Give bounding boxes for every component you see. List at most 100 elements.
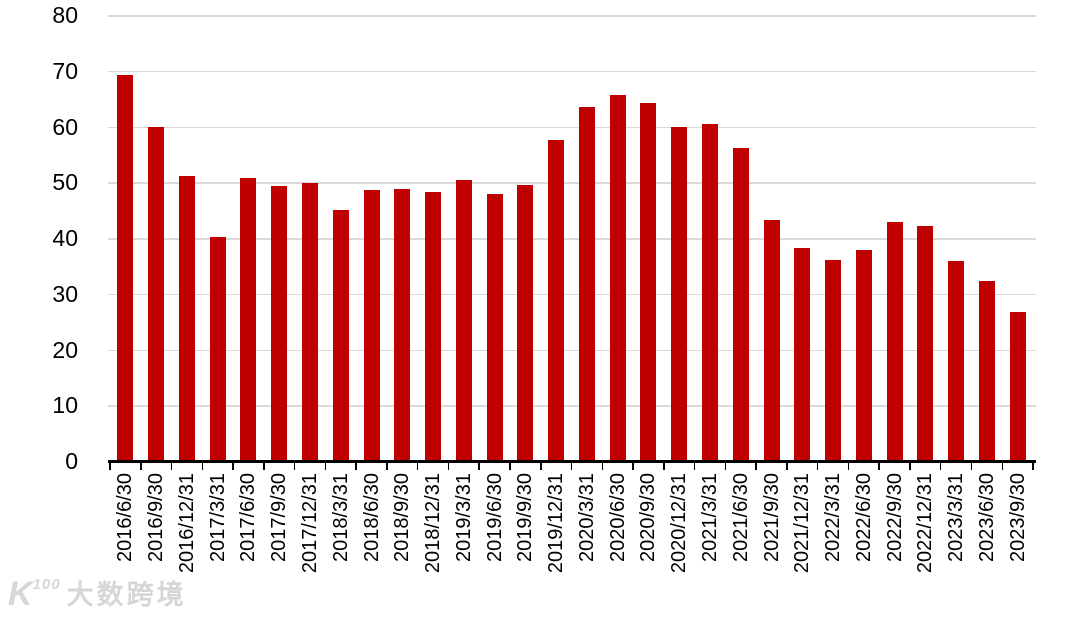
y-axis-tick-label: 40 <box>52 225 78 251</box>
x-axis-tick <box>109 462 111 470</box>
x-axis-tick <box>509 462 511 470</box>
y-axis-tick-label: 60 <box>52 113 78 140</box>
bar <box>209 236 226 461</box>
bar <box>548 139 565 461</box>
bar <box>240 177 257 461</box>
x-axis-tick <box>693 462 696 470</box>
bar <box>609 95 626 461</box>
k100-logo-icon: K100 <box>8 575 61 613</box>
bar <box>363 190 380 461</box>
bar <box>302 182 318 461</box>
gridline <box>108 70 1036 73</box>
bar <box>271 186 288 461</box>
gridline <box>108 405 1036 407</box>
x-axis-tick-label: 2022/12/31 <box>914 473 937 574</box>
x-axis-tick-label: 2018/9/30 <box>391 473 414 562</box>
x-axis-tick <box>1001 462 1003 470</box>
x-axis-tick-label: 2020/9/30 <box>637 473 660 562</box>
bar <box>1009 312 1026 461</box>
bar <box>332 209 349 461</box>
x-axis-tick <box>447 462 450 470</box>
x-axis-tick <box>540 462 542 470</box>
watermark: K100 大数跨境 <box>8 577 187 611</box>
bar <box>855 250 872 461</box>
x-axis-tick <box>847 462 850 470</box>
x-axis-tick <box>355 462 357 470</box>
bar <box>394 188 411 461</box>
gridline <box>108 349 1036 351</box>
bar <box>732 147 749 461</box>
bar <box>178 175 195 461</box>
x-axis-tick-label: 2022/6/30 <box>852 473 875 562</box>
x-axis-tick <box>416 462 419 470</box>
y-axis-tick-label: 50 <box>52 169 78 196</box>
x-axis-tick <box>970 462 973 470</box>
x-axis-tick-label: 2017/9/30 <box>268 473 291 562</box>
x-axis-tick <box>201 462 204 470</box>
x-axis-tick-label: 2023/9/30 <box>1006 473 1029 562</box>
x-axis-tick <box>293 462 296 470</box>
bar <box>825 259 841 461</box>
bar <box>794 247 811 461</box>
x-axis-tick-label: 2019/6/30 <box>483 473 506 562</box>
x-axis-tick-label: 2020/6/30 <box>606 473 629 562</box>
x-axis-tick <box>324 462 327 470</box>
y-axis-tick-label: 30 <box>52 280 78 307</box>
x-axis-tick <box>724 462 727 470</box>
x-axis-tick <box>263 462 265 470</box>
bar <box>455 180 472 461</box>
x-axis-tick-label: 2018/12/31 <box>422 473 445 574</box>
x-axis-tick-label: 2018/6/30 <box>360 473 383 562</box>
bar <box>978 280 995 461</box>
x-axis-tick-label: 2023/3/31 <box>945 473 968 562</box>
x-axis-tick <box>140 462 142 470</box>
gridline <box>108 15 1036 17</box>
x-axis-tick-label: 2022/9/30 <box>883 473 906 562</box>
x-axis-tick-label: 2021/9/30 <box>760 473 783 562</box>
x-axis-tick <box>570 462 573 470</box>
x-axis-tick-label: 2020/3/31 <box>575 473 598 562</box>
gridline <box>108 238 1036 240</box>
x-axis-tick-label: 2019/9/30 <box>514 473 537 562</box>
x-axis-tick <box>386 462 388 470</box>
x-axis-tick-label: 2020/12/31 <box>668 473 691 574</box>
bar <box>517 185 534 461</box>
x-axis-line <box>108 460 1036 463</box>
x-axis-tick-label: 2017/12/31 <box>299 473 321 574</box>
x-axis-tick <box>1032 462 1034 470</box>
x-axis-tick <box>755 462 757 470</box>
x-axis-tick-label: 2022/3/31 <box>822 473 844 562</box>
x-axis-tick <box>478 462 480 470</box>
y-axis-tick-label: 10 <box>52 392 78 419</box>
gridline <box>108 182 1036 184</box>
bar <box>701 124 718 461</box>
bar <box>948 260 965 461</box>
x-axis-tick <box>816 462 819 470</box>
x-axis-tick <box>170 462 173 470</box>
x-axis-tick <box>939 462 942 470</box>
bar <box>425 191 441 461</box>
x-axis-tick-label: 2017/3/31 <box>206 473 229 562</box>
x-axis-tick-label: 2019/12/31 <box>545 473 568 574</box>
x-axis-tick <box>786 462 788 470</box>
bar <box>763 220 780 461</box>
bar <box>148 127 165 461</box>
bar <box>486 194 503 461</box>
x-axis-tick <box>878 462 880 470</box>
x-axis-tick-label: 2021/12/31 <box>791 473 814 574</box>
x-axis-tick-label: 2019/3/31 <box>452 473 475 562</box>
y-axis-tick-label: 70 <box>52 57 78 84</box>
x-axis-tick-label: 2023/6/30 <box>975 473 998 562</box>
bar <box>640 103 657 461</box>
bar <box>117 75 134 461</box>
bar <box>886 222 903 461</box>
bar <box>578 107 595 461</box>
y-axis-tick-label: 0 <box>65 448 78 474</box>
x-axis-tick <box>632 462 634 470</box>
bar <box>671 126 688 461</box>
gridline <box>108 126 1036 128</box>
x-axis-tick-label: 2021/3/31 <box>698 473 721 562</box>
x-axis-tick-label: 2018/3/31 <box>329 473 352 562</box>
x-axis-tick-label: 2021/6/30 <box>729 473 752 562</box>
